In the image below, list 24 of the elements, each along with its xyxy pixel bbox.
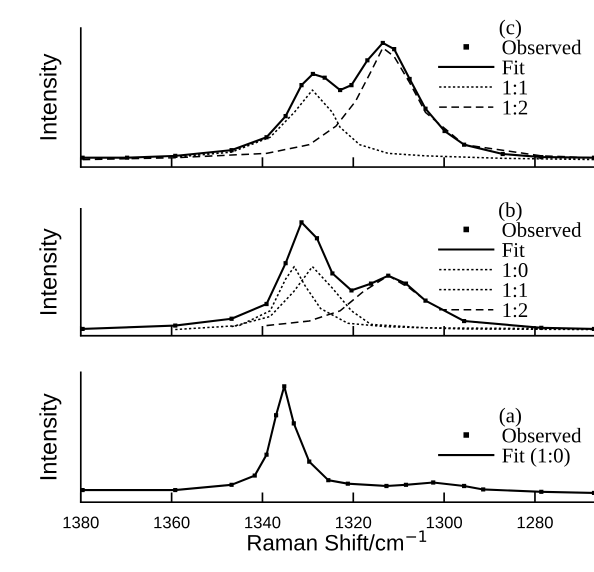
legend-title: (a): [500, 408, 521, 427]
legend-label: 1:1: [503, 80, 528, 95]
y-axis-title: Intensity: [39, 393, 62, 480]
x-tick-label: 1380: [64, 516, 99, 528]
legend-label: Observed: [502, 428, 582, 443]
x-axis-title: Raman Shift/cm$^{−1}$: [248, 530, 426, 551]
legend-label: Fit: [502, 243, 525, 258]
x-tick-label: 1360: [154, 516, 190, 528]
legend-label: Observed: [502, 40, 582, 54]
x-tick-label: 1320: [336, 516, 372, 528]
y-axis-title: Intensity: [39, 228, 62, 314]
x-tick-label: 1300: [426, 516, 462, 528]
legend-label: 1:2: [503, 100, 528, 115]
y-axis-title: Intensity: [39, 54, 62, 140]
legend-title: (c): [500, 20, 521, 39]
legend-label: Observed: [502, 222, 582, 237]
x-tick-label: 1280: [518, 516, 553, 528]
legend-label: Fit: [502, 60, 525, 74]
legend-label: Fit (1:0): [502, 448, 570, 467]
legend-label: 1:1: [503, 283, 528, 298]
legend-title: (b): [499, 202, 522, 222]
legend-label: 1:2: [503, 303, 528, 318]
legend-label: 1:0: [503, 263, 528, 278]
x-tick-label: 1340: [245, 516, 280, 528]
